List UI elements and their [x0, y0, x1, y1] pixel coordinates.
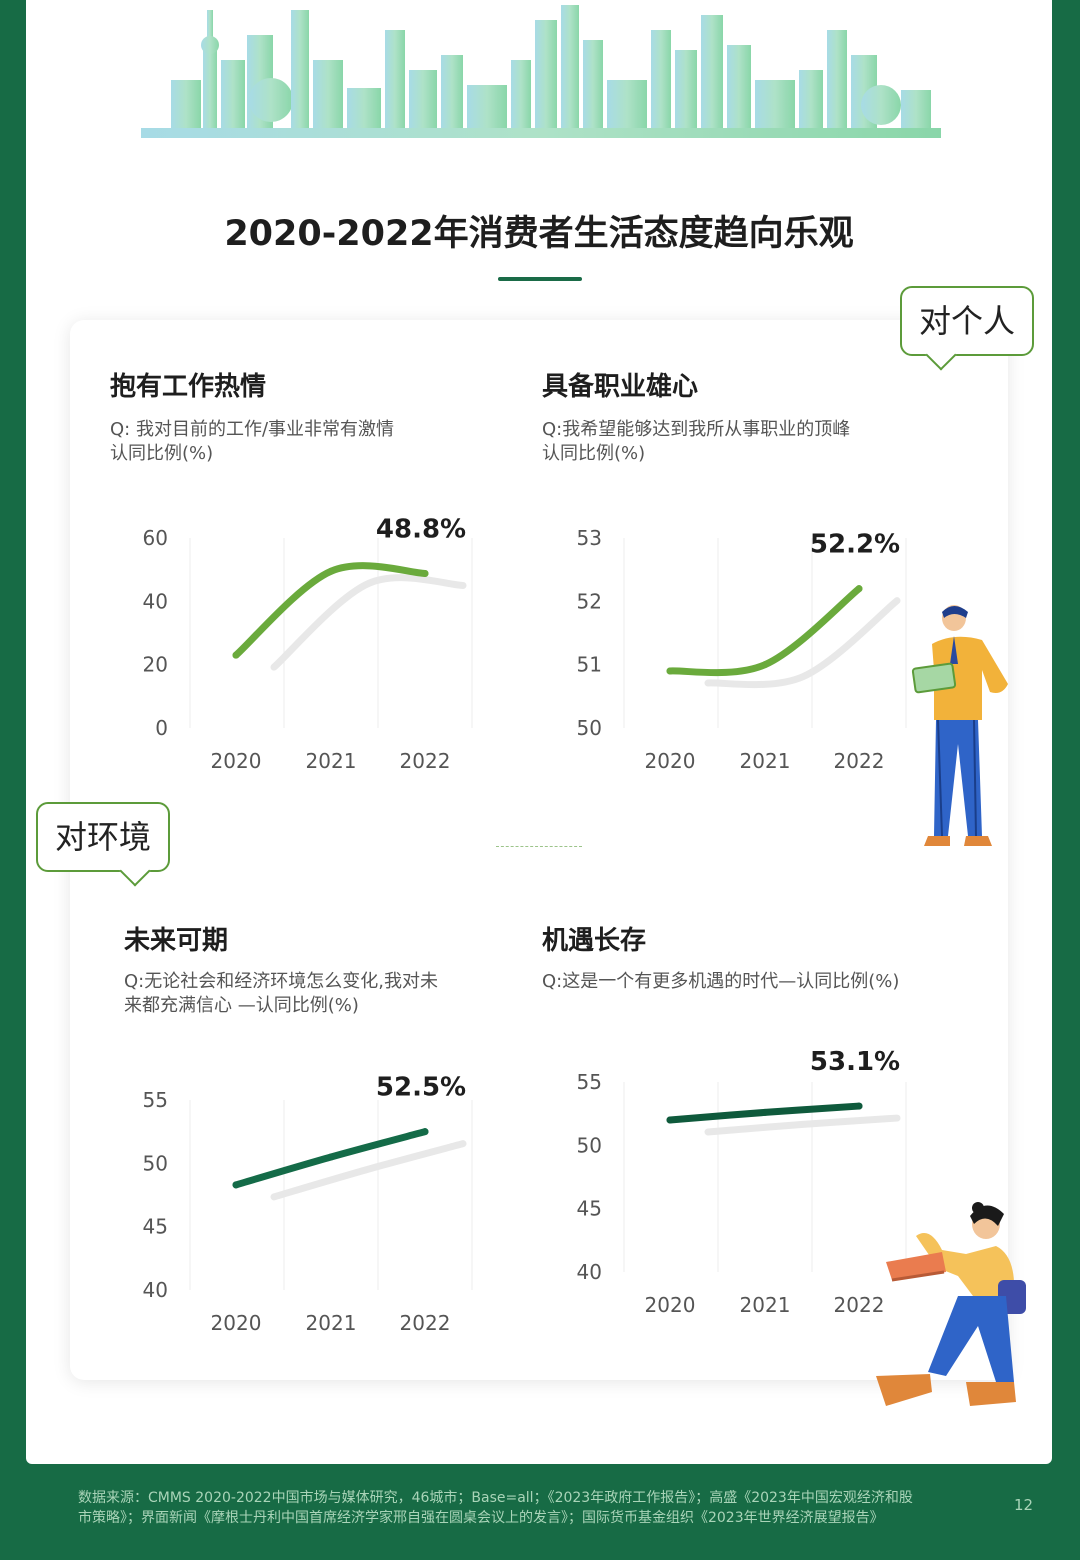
- x-tick-label: 2020: [211, 749, 262, 773]
- woman-reading-illustration: [876, 1202, 1026, 1406]
- report-page: 2020-2022年消费者生活态度趋向乐观 对个人 对环境 抱有工作热情 Q: …: [26, 0, 1052, 1464]
- data-point: [855, 585, 863, 593]
- series-line-shadow: [704, 1114, 901, 1136]
- y-tick-label: 55: [577, 1070, 602, 1094]
- chart-2-line-chart: 50 51 52 53 2020 2021 2022 52.2%: [577, 526, 907, 773]
- value-label: 52.2%: [810, 530, 900, 560]
- chart-2-question: Q:我希望能够达到我所从事职业的顶峰 认同比例(%): [542, 418, 850, 466]
- chart-3-question: Q:无论社会和经济环境怎么变化,我对未 来都充满信心 —认同比例(%): [124, 970, 438, 1018]
- data-point: [232, 1181, 240, 1189]
- y-tick-label: 50: [143, 1151, 168, 1175]
- chart-4-title: 机遇长存: [542, 926, 647, 956]
- chart-1-question-line: 认同比例(%): [110, 443, 214, 464]
- chart-4-question-line: Q:这是一个有更多机遇的时代—认同比例(%): [542, 971, 900, 992]
- data-point: [327, 1153, 335, 1161]
- data-point: [421, 569, 429, 577]
- series-line-shadow: [270, 1140, 467, 1201]
- chart-2-question-line: 认同比例(%): [542, 443, 646, 464]
- data-point: [761, 661, 769, 669]
- section-divider: [496, 846, 582, 847]
- x-tick-label: 2020: [645, 1293, 696, 1317]
- data-point: [855, 1102, 863, 1110]
- x-tick-label: 2021: [740, 1293, 791, 1317]
- city-skyline-illustration: [141, 5, 941, 138]
- x-tick-label: 2021: [306, 1311, 357, 1335]
- y-tick-label: 45: [577, 1197, 602, 1221]
- y-tick-label: 45: [143, 1215, 168, 1239]
- x-tick-label: 2022: [400, 749, 451, 773]
- data-point: [666, 667, 674, 675]
- chart-3-line-chart: 40 45 50 55 2020 2021 2022 52.5%: [143, 1073, 473, 1335]
- y-tick-label: 53: [577, 526, 602, 550]
- x-tick-label: 2020: [211, 1311, 262, 1335]
- y-tick-label: 55: [143, 1088, 168, 1112]
- y-tick-label: 20: [143, 653, 168, 677]
- page-title: 2020-2022年消费者生活态度趋向乐观: [224, 214, 854, 254]
- chart-1-question-line: Q: 我对目前的工作/事业非常有激情: [110, 419, 395, 440]
- chart-3-question-line: 来都充满信心 —认同比例(%): [124, 995, 359, 1016]
- chart-1-question: Q: 我对目前的工作/事业非常有激情 认同比例(%): [110, 418, 394, 466]
- series-line-shadow: [270, 574, 467, 671]
- y-tick-label: 51: [577, 653, 602, 677]
- chart-2-question-line: Q:我希望能够达到我所从事职业的顶峰: [542, 419, 851, 440]
- y-tick-label: 0: [155, 716, 168, 740]
- personal-tag-bubble: 对个人: [900, 286, 1034, 371]
- series-line-shadow: [704, 597, 901, 689]
- businessman-laptop-illustration: [911, 605, 1008, 846]
- y-tick-label: 50: [577, 1133, 602, 1157]
- footer-line: 数据来源：CMMS 2020-2022中国市场与媒体研究，46城市；Base=a…: [78, 1490, 913, 1506]
- y-tick-label: 40: [143, 1278, 168, 1302]
- y-tick-label: 50: [577, 716, 602, 740]
- footer-sources: 数据来源：CMMS 2020-2022中国市场与媒体研究，46城市；Base=a…: [78, 1488, 1018, 1528]
- y-tick-label: 40: [577, 1260, 602, 1284]
- x-tick-label: 2020: [645, 749, 696, 773]
- x-tick-label: 2021: [306, 749, 357, 773]
- charts-card: [70, 320, 1008, 1380]
- title-underline: [498, 277, 582, 281]
- footer-line: 市策略》；界面新闻《摩根士丹利中国首席经济学家邢自强在圆桌会议上的发言》；国际货…: [78, 1510, 884, 1526]
- x-tick-label: 2022: [834, 749, 885, 773]
- y-tick-label: 52: [577, 589, 602, 613]
- chart-1-line-chart: 0 20 40 60 2020 2021 2022 48.8%: [143, 514, 473, 773]
- data-point: [421, 1128, 429, 1136]
- y-tick-label: 40: [143, 589, 168, 613]
- x-tick-label: 2021: [740, 749, 791, 773]
- personal-tag-label: 对个人: [918, 302, 1015, 340]
- chart-2-title: 具备职业雄心: [542, 372, 699, 402]
- value-label: 52.5%: [376, 1073, 466, 1103]
- chart-4-line-chart: 40 45 50 55 2020 2021 2022 53.1%: [577, 1047, 907, 1317]
- data-point: [327, 567, 335, 575]
- y-tick-label: 60: [143, 526, 168, 550]
- page-number: 12: [1014, 1496, 1034, 1514]
- value-label: 48.8%: [376, 514, 466, 544]
- environment-tag-label: 对环境: [54, 818, 151, 856]
- data-point: [666, 1116, 674, 1124]
- value-label: 53.1%: [810, 1047, 900, 1077]
- x-tick-label: 2022: [834, 1293, 885, 1317]
- data-point: [232, 651, 240, 659]
- chart-1-title: 抱有工作热情: [110, 372, 267, 402]
- chart-4-question: Q:这是一个有更多机遇的时代—认同比例(%): [542, 970, 899, 994]
- chart-3-title: 未来可期: [124, 926, 229, 956]
- x-tick-label: 2022: [400, 1311, 451, 1335]
- environment-tag-bubble: 对环境: [36, 802, 170, 887]
- chart-3-question-line: Q:无论社会和经济环境怎么变化,我对未: [124, 971, 438, 992]
- data-point: [761, 1108, 769, 1116]
